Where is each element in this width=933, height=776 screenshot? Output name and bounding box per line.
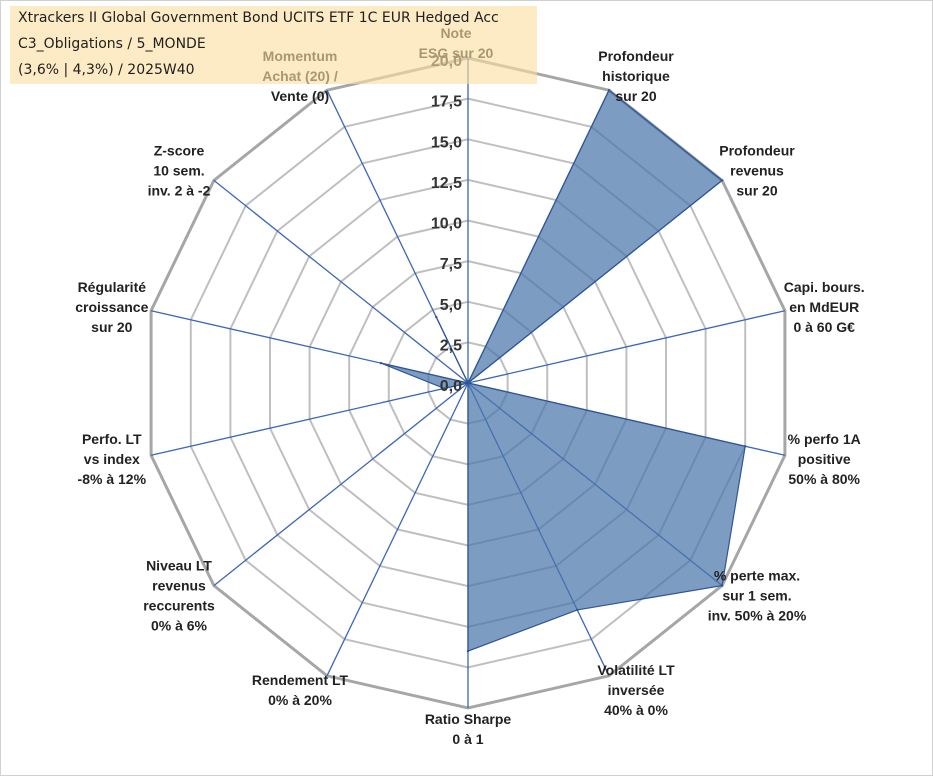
data-point: [720, 584, 724, 587]
axis-label-line: Niveau LT: [146, 558, 212, 574]
axis-label-line: sur 1 sem.: [722, 588, 791, 604]
axis-label: Profondeur historique sur 20: [598, 48, 674, 104]
tick-label: 15,0: [431, 134, 462, 151]
data-point: [466, 649, 470, 653]
axis-label: Ratio Sharpe 0 à 1: [425, 711, 512, 747]
axis-label-line: % perfo 1A: [788, 431, 861, 447]
axis-label-line: revenus: [730, 162, 784, 178]
axis-spoke: [213, 179, 469, 384]
axis-label-line: sur 20: [615, 88, 656, 104]
axis-spoke: [467, 310, 786, 384]
tick-label: 17,5: [431, 94, 462, 111]
data-point: [443, 387, 446, 390]
axis-label-line: 0 à 60 G€: [793, 319, 855, 335]
axis-label-line: inv. 50% à 20%: [708, 608, 807, 624]
axis-label-line: 0% à 20%: [268, 692, 332, 708]
axis-label: % perfo 1A positive 50% à 80%: [788, 431, 861, 487]
axis-label: Capi. bours. en MdEUR 0 à 60 G€: [784, 279, 865, 335]
axis-label-line: Régularité: [78, 279, 147, 295]
radial-tick-labels: 0,02,55,07,510,012,515,017,520,0: [431, 53, 462, 395]
axis-label: % perte max. sur 1 sem. inv. 50% à 20%: [708, 568, 807, 624]
axis-spoke: [150, 382, 469, 456]
axis-label-line: sur 20: [91, 319, 132, 335]
axis-label-line: positive: [798, 451, 851, 467]
axis-label-line: vs index: [84, 451, 140, 467]
axis-label-line: Profondeur: [598, 48, 674, 64]
axis-label-line: Volatilité LT: [597, 662, 675, 678]
axis-label-line: historique: [602, 68, 670, 84]
chart-title-line-1: Xtrackers II Global Government Bond UCIT…: [18, 10, 499, 26]
axis-label: Profondeur revenus sur 20: [719, 142, 795, 198]
axis-label: Rendement LT 0% à 20%: [252, 672, 349, 708]
axis-label-line: Z-score: [154, 142, 205, 158]
tick-label: 12,5: [431, 175, 462, 192]
axis-label-line: inversée: [608, 682, 665, 698]
tick-label: 5,0: [440, 297, 462, 314]
data-point: [379, 361, 383, 365]
radar-series: [379, 89, 747, 653]
data-point: [720, 179, 724, 182]
axis-label: Z-score 10 sem. inv. 2 à -2: [148, 142, 211, 198]
axis-label-line: revenus: [152, 578, 206, 594]
axis-label: Niveau LT revenus reccurents 0% à 6%: [143, 558, 215, 634]
axis-label-line: 0% à 6%: [151, 618, 208, 634]
data-point: [576, 608, 579, 612]
axis-label-line: Capi. bours.: [784, 279, 865, 295]
axis-label-line: croissance: [75, 299, 148, 315]
axis-label-line: en MdEUR: [789, 299, 859, 315]
chart-title-line-2: C3_Obligations / 5_MONDE: [18, 36, 206, 52]
axis-spoke: [326, 382, 469, 677]
chart-title-line-3: (3,6% | 4,3%) / 2025W40: [18, 62, 195, 78]
axis-label-line: 0 à 1: [452, 731, 483, 747]
axis-label-line: 10 sem.: [153, 162, 204, 178]
data-point: [435, 315, 438, 319]
data-point: [466, 381, 470, 385]
axis-label-line: Perfo. LT: [82, 431, 142, 447]
axis-label-line: % perte max.: [714, 568, 800, 584]
axis-label: Perfo. LT vs index -8% à 12%: [78, 431, 147, 487]
axis-label-line: -8% à 12%: [78, 471, 147, 487]
axis-label-line: 50% à 80%: [788, 471, 860, 487]
tick-label: 2,5: [440, 337, 462, 354]
axis-label-line: Vente (0): [271, 88, 329, 104]
axis-label-line: inv. 2 à -2: [148, 182, 211, 198]
axis-label: Volatilité LT inversée 40% à 0%: [597, 662, 675, 718]
axis-label-line: reccurents: [143, 598, 215, 614]
title-box: Xtrackers II Global Government Bond UCIT…: [10, 6, 537, 84]
axis-label-line: Ratio Sharpe: [425, 711, 512, 727]
axis-label-line: sur 20: [736, 182, 777, 198]
axis-spoke: [213, 382, 469, 587]
data-point: [607, 89, 611, 92]
axis-label: Régularité croissance sur 20: [75, 279, 148, 335]
axis-label-line: Profondeur: [719, 142, 795, 158]
series-area: [380, 89, 746, 652]
tick-label: 10,0: [431, 216, 462, 233]
axis-label-line: 40% à 0%: [604, 702, 668, 718]
axis-label-line: Rendement LT: [252, 672, 349, 688]
tick-label: 0,0: [440, 378, 462, 395]
tick-label: 7,5: [440, 256, 462, 273]
data-point: [744, 445, 747, 448]
